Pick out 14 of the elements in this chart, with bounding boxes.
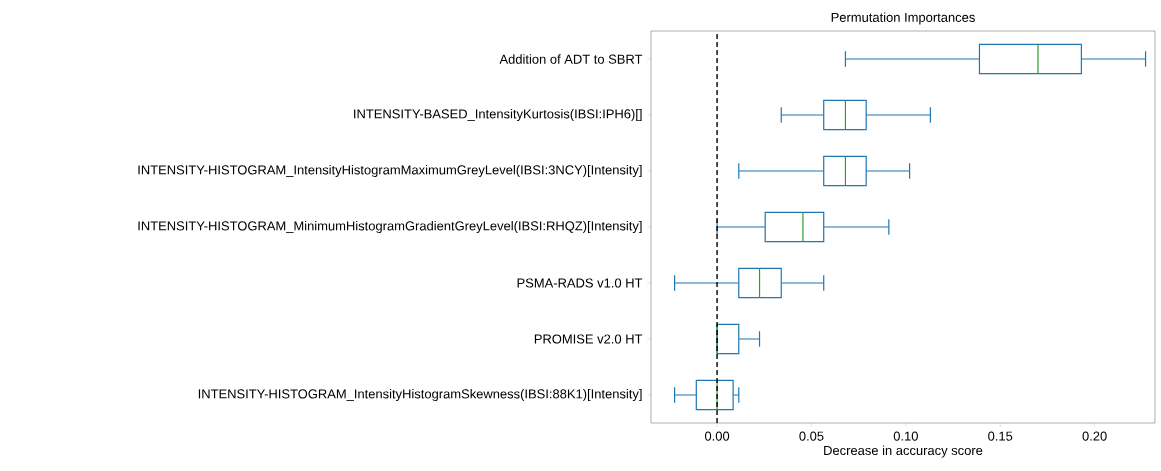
x-axis-title: Decrease in accuracy score xyxy=(824,445,983,458)
x-tick-label: 0.00 xyxy=(704,431,730,441)
y-tick-label: INTENSITY-HISTOGRAM_IntensityHistogramSkewness(IBSI:88K1)[Intensity] xyxy=(198,388,642,402)
x-tick-label: 0.05 xyxy=(799,431,824,441)
y-tick-label: Addition of ADT to SBRT xyxy=(499,54,643,64)
x-tick-label: 0.20 xyxy=(1082,431,1107,441)
x-tick-label: 0.10 xyxy=(893,431,918,441)
y-tick-label: INTENSITY-HISTOGRAM_MinimumHistogramGradientGreyLevel(IBSI:RHQZ)[Intensity] xyxy=(138,220,642,234)
y-tick-label: PSMA-RADS v1.0 HT xyxy=(517,278,643,288)
x-tick-label: 0.15 xyxy=(988,431,1013,441)
chart-title: Permutation Importances xyxy=(831,12,975,25)
y-tick-label: INTENSITY-BASED_IntensityKurtosis(IBSI:IPH6)[] xyxy=(354,108,642,122)
y-tick-label: INTENSITY-HISTOGRAM_IntensityHistogramMaximumGreyLevel(IBSI:3NCY)[Intensity] xyxy=(138,164,642,178)
y-tick-label: PROMISE v2.0 HT xyxy=(534,334,643,344)
